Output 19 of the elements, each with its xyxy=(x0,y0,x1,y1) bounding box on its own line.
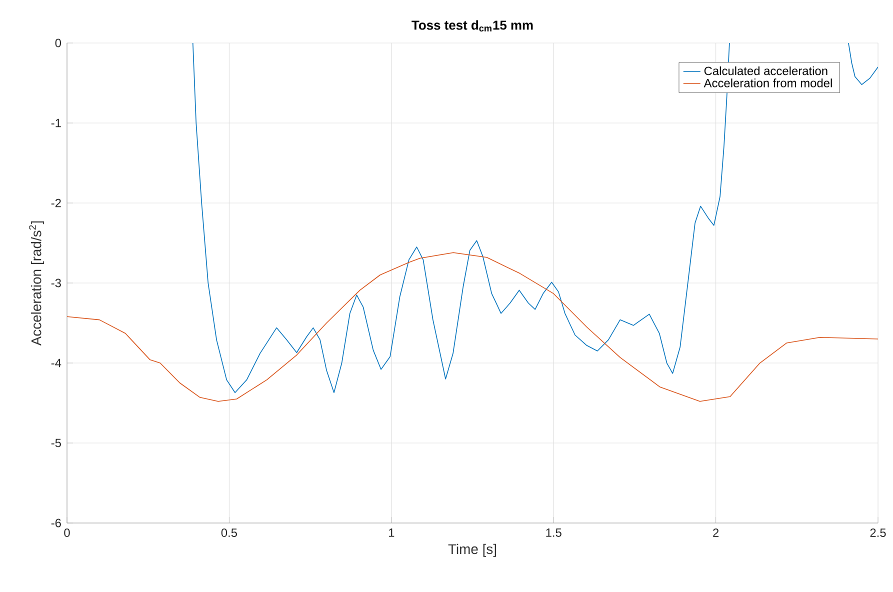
y-tick-label: -6 xyxy=(51,518,61,528)
x-tick-label: 0.5 xyxy=(221,528,238,537)
legend-label: Calculated acceleration xyxy=(704,66,828,76)
x-tick-label: 2 xyxy=(713,528,719,537)
y-tick-label: -3 xyxy=(51,278,61,288)
y-tick-label: -4 xyxy=(51,358,62,368)
y-tick-label: -5 xyxy=(51,438,61,448)
x-tick-label: 2.5 xyxy=(870,528,886,537)
y-axis-title: Acceleration [rad/s$^{2}$] xyxy=(29,221,44,346)
chart-title: Toss test d$_{cm}$15 mm xyxy=(412,20,533,32)
x-tick-label: 1 xyxy=(388,528,394,537)
x-axis-title: Time [s] xyxy=(448,544,496,557)
y-tick-label: -2 xyxy=(51,198,61,208)
legend-label: Acceleration from model xyxy=(704,78,832,88)
line-series xyxy=(67,252,878,402)
x-tick-label: 1.5 xyxy=(546,528,562,537)
y-tick-label: 0 xyxy=(55,38,62,48)
x-tick-label: 0 xyxy=(64,528,70,537)
y-tick-label: -1 xyxy=(51,118,61,128)
